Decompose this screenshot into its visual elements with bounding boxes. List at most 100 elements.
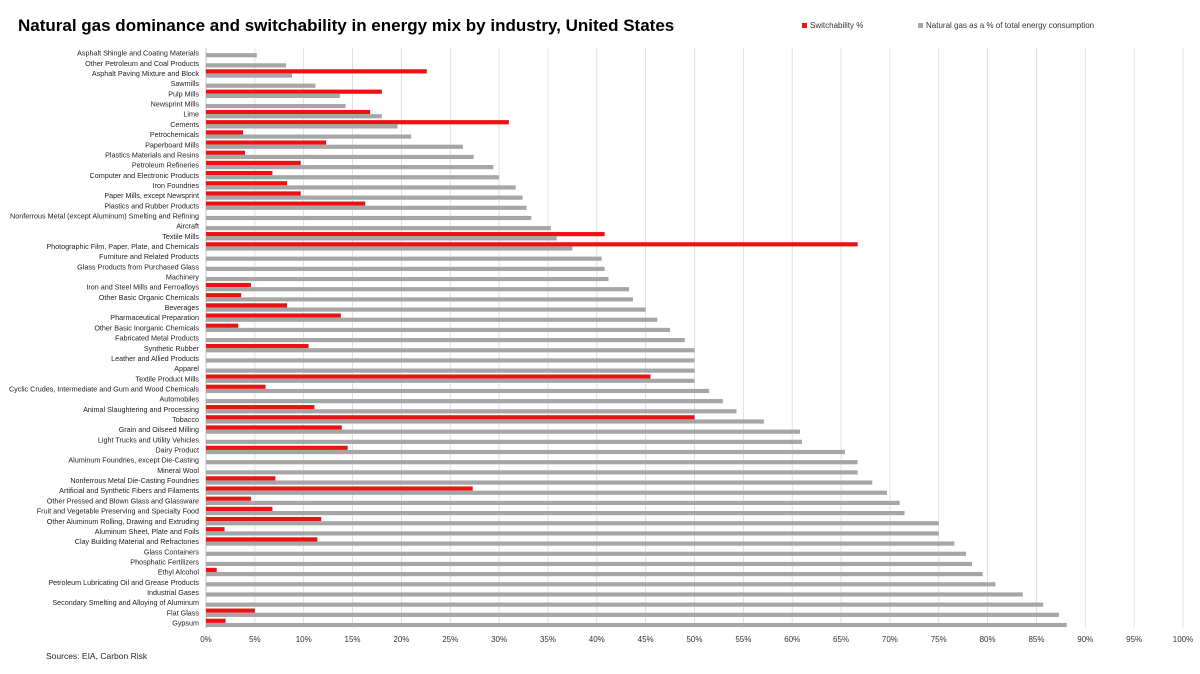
x-tick-label: 30% — [491, 635, 507, 644]
category-label: Textile Product Mills — [135, 374, 199, 383]
category-label: Other Petroleum and Coal Products — [85, 59, 199, 68]
bar-natural-gas — [206, 276, 609, 282]
category-label: Petrochemicals — [150, 130, 200, 139]
bar-switchability — [206, 445, 348, 450]
category-label: Asphalt Shingle and Coating Materials — [77, 49, 199, 58]
bar-natural-gas — [206, 510, 905, 516]
legend-swatch-natural-gas — [918, 23, 923, 28]
category-label: Apparel — [174, 364, 199, 373]
bar-switchability — [206, 303, 288, 308]
bar-switchability — [206, 486, 473, 491]
x-tick-label: 0% — [200, 635, 212, 644]
bar-natural-gas — [206, 297, 633, 302]
category-label: Other Aluminum Rolling, Drawing and Extr… — [47, 517, 199, 526]
x-tick-label: 20% — [393, 635, 409, 644]
category-label: Pulp Mills — [168, 89, 199, 98]
bar-natural-gas — [206, 114, 382, 119]
bar-switchability — [206, 242, 858, 247]
bar-natural-gas — [206, 368, 695, 373]
bar-natural-gas — [206, 399, 723, 404]
category-label: Pharmaceutical Preparation — [110, 313, 199, 322]
bar-natural-gas — [206, 165, 494, 170]
category-label: Industrial Gases — [147, 588, 199, 597]
bar-natural-gas — [206, 460, 858, 465]
bar-natural-gas — [206, 215, 532, 221]
x-tick-label: 5% — [249, 635, 261, 644]
bar-switchability — [206, 191, 301, 196]
bar-switchability — [206, 476, 276, 481]
category-label: Artificial and Synthetic Fibers and Fila… — [59, 486, 199, 495]
bar-switchability — [206, 201, 366, 206]
bar-switchability — [206, 516, 322, 522]
category-label: Machinery — [166, 273, 200, 282]
legend-item-natural-gas: Natural gas as a % of total energy consu… — [918, 21, 1094, 30]
bar-natural-gas — [206, 93, 340, 98]
bar-natural-gas — [206, 582, 996, 587]
category-label: Newsprint Mills — [151, 100, 200, 109]
bar-switchability — [206, 109, 371, 115]
category-label: Plastics Materials and Resins — [105, 150, 199, 159]
x-tick-label: 50% — [686, 635, 702, 644]
bar-natural-gas — [206, 531, 939, 536]
bar-natural-gas — [206, 73, 292, 78]
category-label: Grain and Oilseed Milling — [119, 425, 199, 434]
bar-series — [206, 53, 1067, 628]
bar-natural-gas — [206, 266, 605, 271]
bar-switchability — [206, 293, 242, 298]
category-label: Phosphatic Fertilizers — [130, 557, 199, 566]
chart-title: Natural gas dominance and switchability … — [18, 16, 675, 35]
category-label: Paperboard Mills — [145, 140, 199, 149]
bar-natural-gas — [206, 429, 801, 434]
category-label: Lime — [183, 110, 199, 119]
category-label: Gypsum — [172, 619, 199, 628]
bar-switchability — [206, 343, 309, 349]
legend-swatch-switchability — [802, 23, 807, 28]
x-tick-label: 10% — [296, 635, 312, 644]
bar-switchability — [206, 120, 509, 125]
bar-switchability — [206, 130, 244, 135]
bar-natural-gas — [206, 409, 737, 414]
x-tick-label: 85% — [1028, 635, 1044, 644]
category-label: Photographic Film, Paper, Plate, and Che… — [46, 242, 199, 251]
category-label: Beverages — [165, 303, 200, 312]
x-tick-label: 15% — [345, 635, 361, 644]
bar-natural-gas — [206, 490, 887, 495]
category-label: Glass Containers — [144, 547, 200, 556]
bar-switchability — [206, 405, 315, 410]
bar-switchability — [206, 537, 318, 542]
bar-natural-gas — [206, 480, 873, 485]
category-label: Dairy Product — [155, 446, 199, 455]
category-label: Automobiles — [159, 395, 199, 404]
category-labels: Asphalt Shingle and Coating MaterialsOth… — [9, 49, 200, 628]
bar-natural-gas — [206, 500, 900, 506]
bar-natural-gas — [206, 144, 463, 149]
category-label: Aluminum Foundries, except Die-Casting — [68, 456, 199, 465]
bar-switchability — [206, 415, 695, 420]
bar-natural-gas — [206, 388, 710, 394]
bar-natural-gas — [206, 592, 1023, 597]
x-tick-label: 100% — [1173, 635, 1193, 644]
category-label: Furniture and Related Products — [99, 252, 199, 261]
bar-natural-gas — [206, 327, 671, 333]
bar-natural-gas — [206, 541, 955, 546]
bar-natural-gas — [206, 287, 630, 292]
bar-natural-gas — [206, 561, 972, 567]
bar-natural-gas — [206, 103, 346, 109]
bar-natural-gas — [206, 521, 939, 526]
bar-natural-gas — [206, 53, 257, 58]
bar-switchability — [206, 496, 251, 501]
x-tick-label: 90% — [1077, 635, 1093, 644]
bar-natural-gas — [206, 205, 527, 210]
category-label: Petroleum Refineries — [132, 161, 200, 170]
category-label: Flat Glass — [167, 608, 200, 617]
bar-natural-gas — [206, 317, 658, 322]
bar-natural-gas — [206, 612, 1059, 617]
bar-natural-gas — [206, 185, 516, 190]
bar-natural-gas — [206, 246, 573, 251]
bar-natural-gas — [206, 175, 500, 180]
category-label: Aircraft — [176, 222, 199, 231]
category-label: Sawmills — [171, 79, 200, 88]
category-label: Aluminum Sheet, Plate and Foils — [95, 527, 200, 536]
bar-natural-gas — [206, 470, 858, 475]
bar-natural-gas — [206, 236, 557, 241]
